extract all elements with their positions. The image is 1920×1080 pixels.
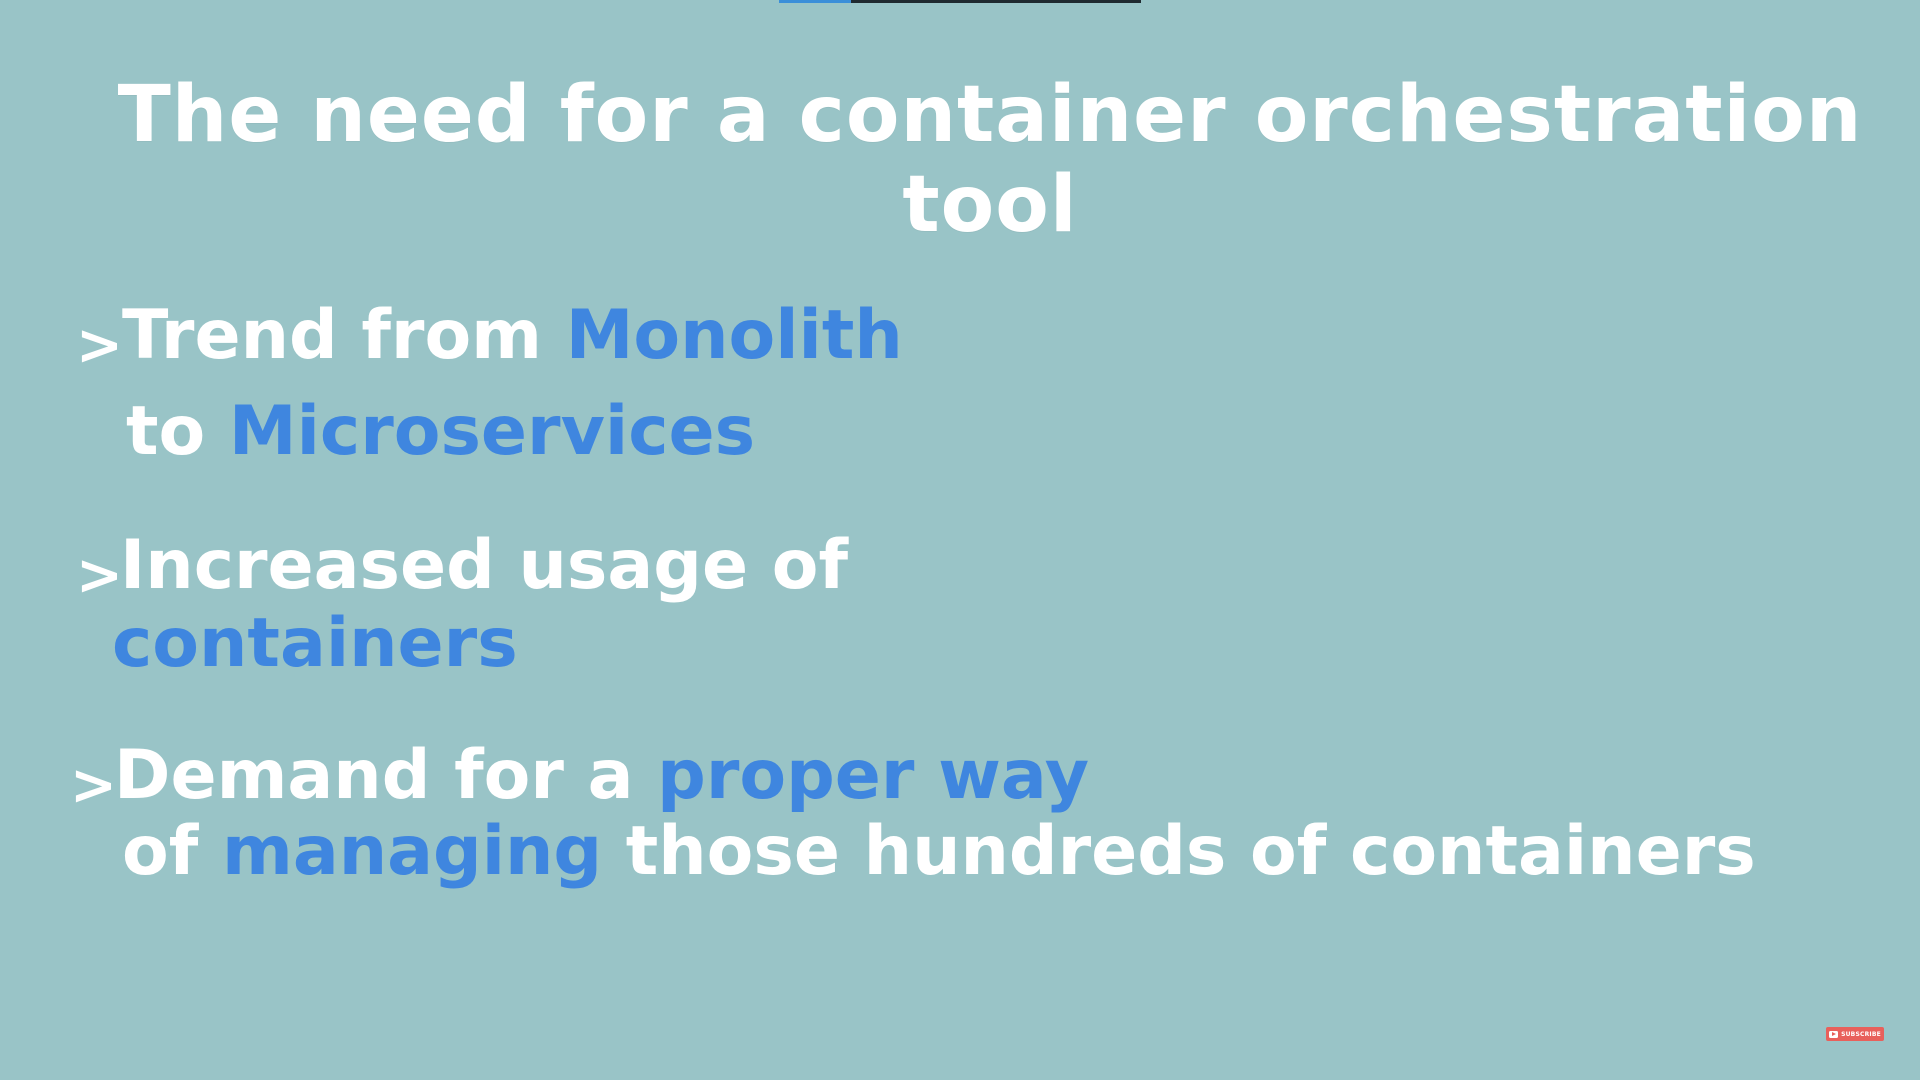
bullet-1-line-2: to Microservices	[126, 398, 755, 466]
chevron-right-icon: >	[70, 753, 117, 818]
bullet-highlight: managing	[221, 812, 603, 891]
bullet-highlight: proper way	[657, 736, 1090, 815]
bullet-1-line-1: Trend from Monolith	[122, 302, 903, 370]
bullet-highlight: Monolith	[565, 296, 903, 375]
bullet-2-line-1: Increased usage of	[120, 532, 848, 600]
video-progress-fill	[779, 0, 852, 3]
bullet-text: Demand for a	[114, 736, 658, 815]
subscribe-label: SUBSCRIBE	[1841, 1030, 1881, 1038]
bullet-text: of	[122, 812, 222, 891]
subscribe-button[interactable]: SUBSCRIBE	[1826, 1027, 1884, 1041]
youtube-icon	[1829, 1030, 1839, 1038]
bullet-2-line-2: containers	[112, 610, 518, 678]
slide-title: The need for a container orchestration t…	[117, 70, 1863, 250]
video-progress-bar[interactable]	[779, 0, 1141, 3]
bullet-3-line-2: of managing those hundreds of containers	[122, 818, 1756, 886]
bullet-text: Trend from	[122, 296, 566, 375]
bullet-text: to	[126, 392, 229, 471]
bullet-text: Increased usage of	[120, 526, 849, 605]
bullet-highlight: Microservices	[228, 392, 756, 471]
chevron-right-icon: >	[76, 313, 123, 378]
bullet-3-line-1: Demand for a proper way	[114, 742, 1089, 810]
chevron-right-icon: >	[76, 543, 123, 608]
bullet-text: those hundreds of containers	[602, 812, 1756, 891]
bullet-highlight: containers	[112, 604, 518, 683]
